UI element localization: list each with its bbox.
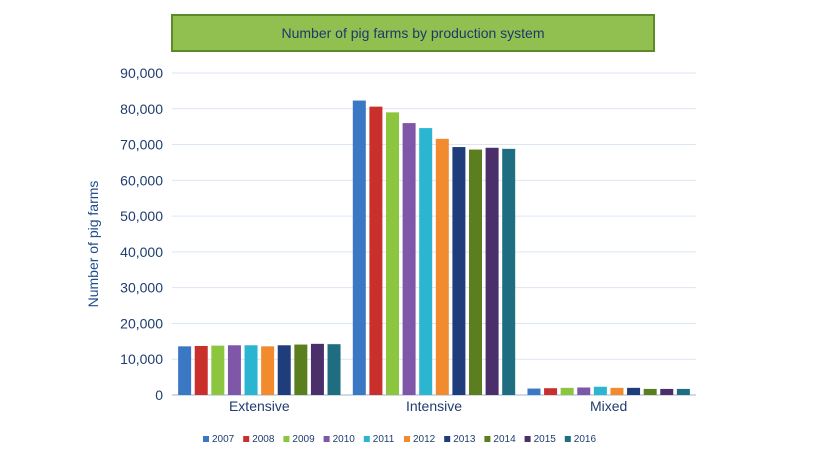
legend-swatch-2007 bbox=[203, 436, 209, 442]
bar-intensive-2012 bbox=[435, 138, 449, 395]
legend-swatch-2011 bbox=[363, 436, 370, 442]
chart-title: Number of pig farms by production system bbox=[171, 14, 655, 52]
bar-intensive-2010 bbox=[402, 123, 416, 395]
bar-extensive-2016 bbox=[327, 344, 341, 395]
bar-extensive-2015 bbox=[310, 343, 324, 395]
bar-intensive-2016 bbox=[502, 148, 516, 395]
legend-label-2016: 2016 bbox=[574, 434, 597, 445]
y-tick-label: 50,000 bbox=[120, 208, 163, 224]
legend-label-2013: 2013 bbox=[453, 434, 476, 445]
legend-label-2009: 2009 bbox=[292, 434, 315, 445]
bar-mixed-2009 bbox=[560, 387, 574, 395]
bar-intensive-2008 bbox=[369, 106, 383, 396]
legend-swatch-2012 bbox=[404, 436, 410, 442]
category-label-intensive: Intensive bbox=[406, 398, 462, 414]
y-tick-label: 90,000 bbox=[120, 65, 163, 81]
y-tick-label: 30,000 bbox=[120, 280, 163, 296]
category-label-extensive: Extensive bbox=[229, 398, 290, 414]
legend-swatch-2009 bbox=[283, 436, 290, 442]
bar-intensive-2009 bbox=[386, 112, 399, 395]
legend-swatch-2010 bbox=[323, 436, 330, 442]
y-tick-label: 10,000 bbox=[120, 351, 163, 367]
bar-mixed-2011 bbox=[593, 386, 607, 395]
bar-intensive-2015 bbox=[485, 147, 499, 395]
bar-intensive-2007 bbox=[352, 100, 366, 395]
bar-extensive-2007 bbox=[178, 346, 192, 395]
y-tick-label: 70,000 bbox=[120, 137, 163, 153]
legend-swatch-2008 bbox=[243, 436, 250, 442]
bar-mixed-2007 bbox=[527, 388, 541, 395]
bar-mixed-2014 bbox=[643, 388, 657, 395]
y-tick-label: 40,000 bbox=[120, 244, 163, 260]
bar-mixed-2012 bbox=[610, 387, 624, 395]
bar-extensive-2013 bbox=[277, 345, 291, 395]
y-tick-label: 20,000 bbox=[120, 315, 163, 331]
bar-mixed-2013 bbox=[627, 387, 641, 395]
category-label-mixed: Mixed bbox=[590, 398, 627, 414]
legend-swatch-2013 bbox=[444, 436, 451, 442]
legend-label-2014: 2014 bbox=[493, 434, 516, 445]
bar-mixed-2015 bbox=[660, 388, 674, 395]
bar-intensive-2013 bbox=[452, 147, 466, 395]
bar-intensive-2011 bbox=[419, 128, 433, 395]
legend-swatch-2016 bbox=[564, 436, 571, 442]
bar-mixed-2016 bbox=[676, 388, 690, 395]
bar-mixed-2008 bbox=[544, 388, 558, 395]
legend-label-2010: 2010 bbox=[333, 434, 356, 445]
y-tick-label: 60,000 bbox=[120, 172, 163, 188]
legend-label-2011: 2011 bbox=[373, 434, 395, 445]
bar-extensive-2010 bbox=[227, 345, 241, 395]
bar-extensive-2012 bbox=[261, 346, 275, 395]
bar-extensive-2008 bbox=[194, 345, 208, 395]
legend-label-2007: 2007 bbox=[212, 434, 235, 445]
legend-label-2008: 2008 bbox=[252, 434, 275, 445]
y-axis-label: Number of pig farms bbox=[85, 181, 101, 308]
legend-label-2015: 2015 bbox=[534, 434, 557, 445]
bar-extensive-2014 bbox=[294, 344, 308, 395]
y-tick-label: 80,000 bbox=[120, 101, 163, 117]
bar-extensive-2009 bbox=[211, 345, 225, 395]
legend-label-2012: 2012 bbox=[413, 434, 436, 445]
bar-intensive-2014 bbox=[469, 149, 482, 395]
bar-mixed-2010 bbox=[577, 387, 591, 395]
bar-extensive-2011 bbox=[244, 345, 258, 395]
legend-swatch-2015 bbox=[524, 436, 531, 442]
chart-title-text: Number of pig farms by production system bbox=[281, 25, 545, 41]
legend-swatch-2014 bbox=[484, 436, 491, 442]
y-tick-label: 0 bbox=[155, 387, 163, 403]
